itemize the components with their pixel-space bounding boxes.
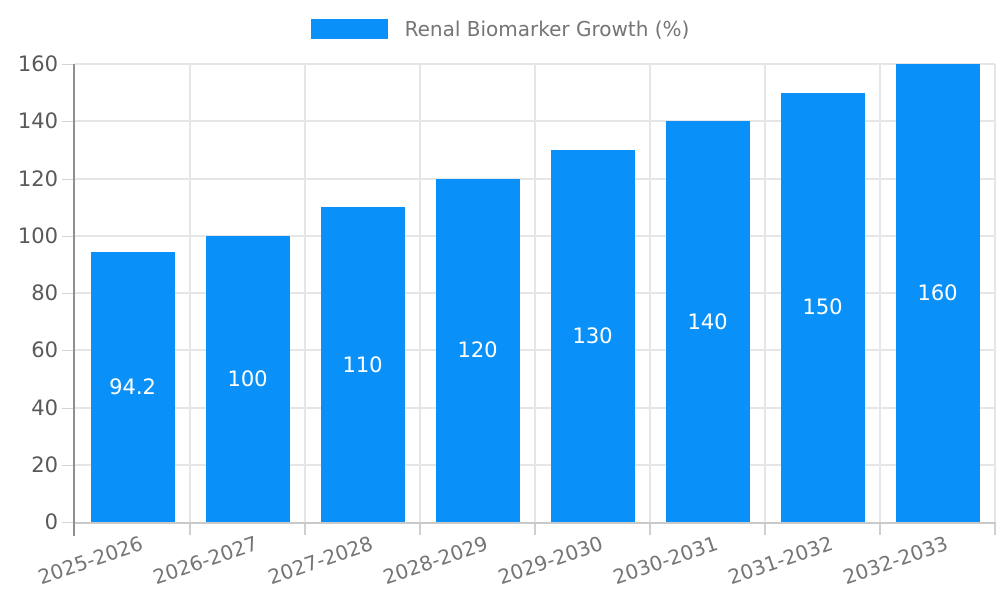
y-axis-tick xyxy=(62,235,73,237)
x-tick-label: 2031-2032 xyxy=(725,531,837,590)
legend-swatch-icon xyxy=(310,19,388,39)
bar-value-label: 160 xyxy=(917,281,958,305)
bar-value-label: 140 xyxy=(687,309,728,334)
legend[interactable]: Renal Biomarker Growth (%) xyxy=(0,17,1000,41)
y-axis-tick xyxy=(62,407,73,409)
x-gridline xyxy=(994,64,996,522)
y-axis-tick xyxy=(62,350,73,352)
y-tick-label: 160 xyxy=(17,52,58,76)
x-tick-label: 2030-2031 xyxy=(610,531,722,590)
x-axis-tick xyxy=(534,522,536,535)
y-tick-label: 60 xyxy=(31,338,58,363)
y-tick-label: 40 xyxy=(31,395,58,420)
x-axis-tick xyxy=(419,522,421,535)
bar[interactable]: 120 xyxy=(435,178,520,522)
y-tick-label: 0 xyxy=(44,510,58,534)
y-axis-tick xyxy=(62,293,73,294)
bar-value-label: 100 xyxy=(227,366,268,391)
bar-value-label: 94.2 xyxy=(109,375,156,400)
bar[interactable]: 100 xyxy=(205,235,290,522)
x-axis-tick xyxy=(994,522,996,535)
bar[interactable]: 110 xyxy=(320,207,405,522)
x-gridline xyxy=(419,64,421,522)
bar[interactable]: 130 xyxy=(550,149,635,522)
x-axis-tick xyxy=(649,522,651,535)
x-tick-label: 2032-2033 xyxy=(840,531,952,590)
x-gridline xyxy=(879,64,881,522)
y-axis-tick xyxy=(62,178,73,180)
x-gridline xyxy=(764,64,766,522)
y-axis-tick xyxy=(62,121,73,123)
x-tick-label: 2028-2029 xyxy=(380,531,492,590)
y-tick-label: 20 xyxy=(31,452,58,477)
y-tick-label: 140 xyxy=(17,109,58,134)
bar-value-label: 130 xyxy=(572,323,613,348)
bar-value-label: 120 xyxy=(457,338,498,363)
x-tick-label: 2027-2028 xyxy=(265,531,377,590)
legend-label: Renal Biomarker Growth (%) xyxy=(404,17,690,41)
y-tick-label: 80 xyxy=(31,281,58,305)
x-axis-tick xyxy=(764,522,766,535)
bar-value-label: 150 xyxy=(802,295,843,320)
x-gridline xyxy=(534,64,536,522)
x-tick-label: 2025-2026 xyxy=(35,531,147,590)
bar[interactable]: 160 xyxy=(895,64,980,522)
x-gridline xyxy=(304,64,306,522)
x-axis-tick xyxy=(879,522,881,535)
x-axis-tick xyxy=(189,522,191,535)
x-gridline xyxy=(649,64,651,522)
y-axis-line xyxy=(73,64,75,536)
x-tick-label: 2026-2027 xyxy=(150,531,262,590)
bar-value-label: 110 xyxy=(342,352,383,377)
x-axis-line xyxy=(75,522,995,524)
x-gridline xyxy=(189,64,191,522)
y-axis-tick xyxy=(62,522,73,523)
y-axis-tick xyxy=(62,464,73,466)
y-axis-tick xyxy=(62,64,73,65)
y-tick-label: 120 xyxy=(17,166,58,191)
x-axis-tick xyxy=(304,522,306,535)
bar[interactable]: 140 xyxy=(665,121,750,522)
y-tick-label: 100 xyxy=(17,223,58,248)
x-tick-label: 2029-2030 xyxy=(495,531,607,590)
bar[interactable]: 94.2 xyxy=(90,252,175,522)
bar[interactable]: 150 xyxy=(780,92,865,522)
